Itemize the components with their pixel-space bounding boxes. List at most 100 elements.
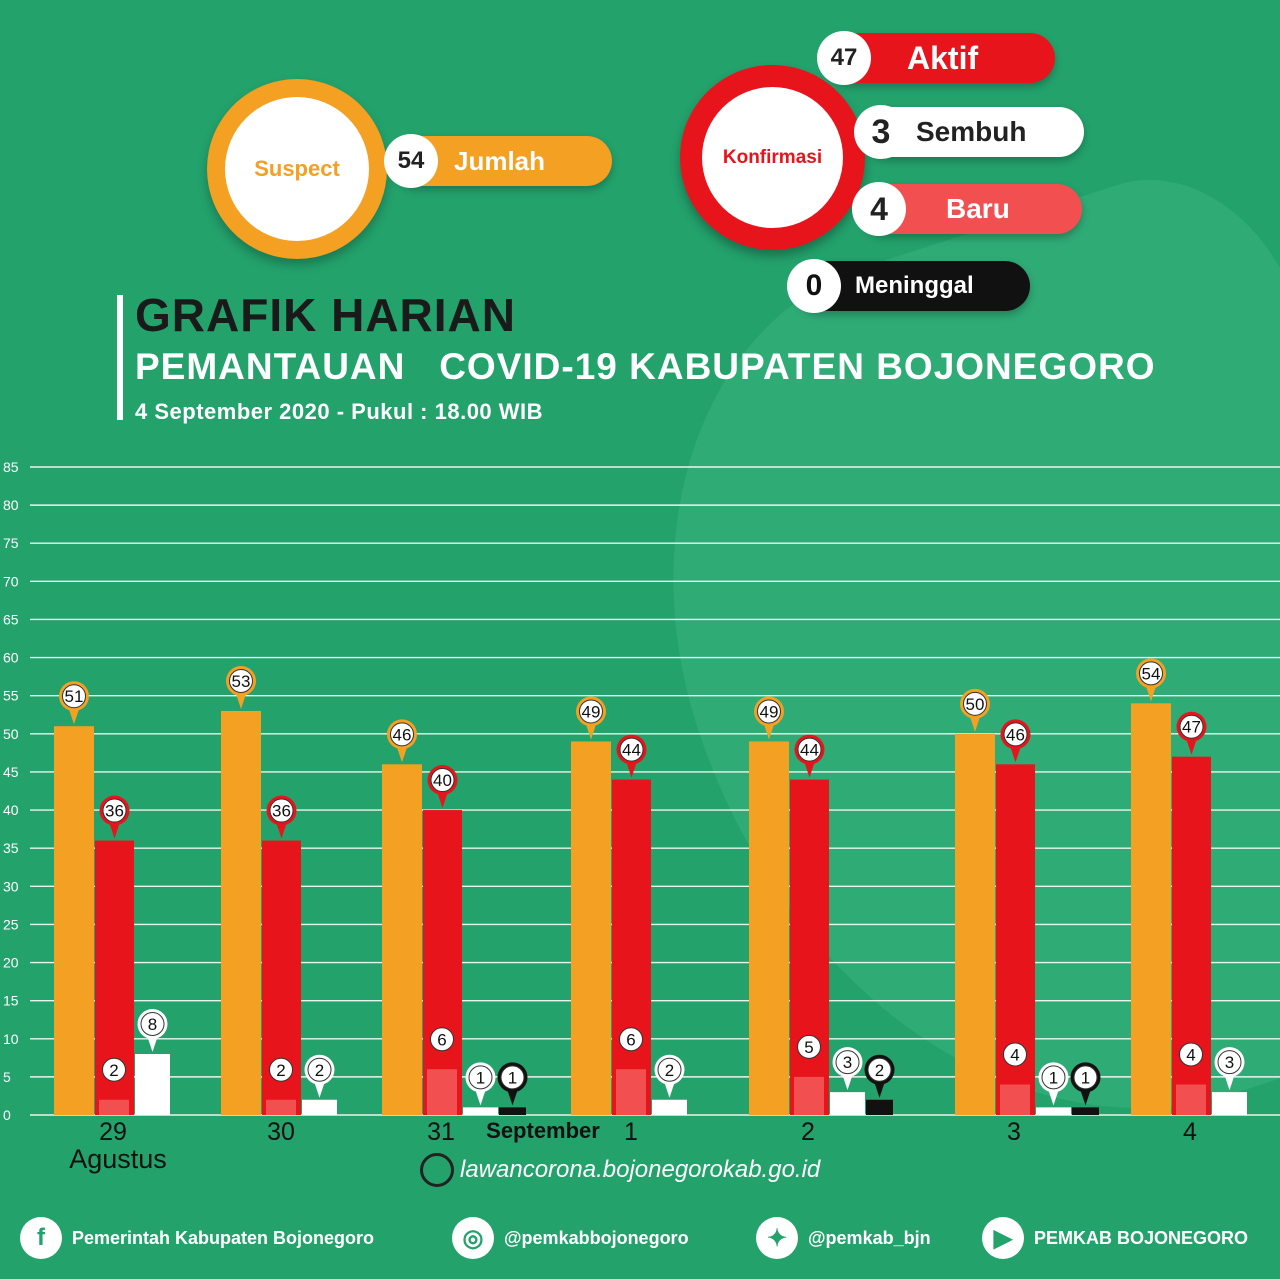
sembuh-bar: [1036, 1107, 1071, 1115]
meninggal-data-label: 1: [497, 1062, 528, 1106]
baru-data-label: 6: [616, 1024, 646, 1068]
suspect-count-label: Jumlah: [454, 145, 546, 176]
baru-bar: [266, 1099, 296, 1115]
aktif-label: Aktif: [907, 39, 979, 76]
svg-text:1: 1: [1049, 1068, 1058, 1087]
aktif-data-label: 46: [1000, 719, 1031, 763]
svg-text:4: 4: [1186, 1046, 1195, 1065]
svg-text:2: 2: [315, 1061, 324, 1080]
suspect-badge: Suspect: [207, 79, 387, 259]
suspect-data-label: 51: [59, 681, 89, 725]
suspect-bar: [382, 764, 422, 1115]
baru-pill: 4 Baru: [852, 182, 1082, 236]
facebook-icon: f: [20, 1217, 62, 1259]
footer: f Pemerintah Kabupaten Bojonegoro ◎ @pem…: [0, 1203, 1280, 1279]
sembuh-data-label: 2: [654, 1054, 685, 1098]
title-accent-bar: [117, 295, 123, 420]
instagram-text: @pemkabbojonegoro: [504, 1227, 689, 1248]
svg-text:3: 3: [1225, 1053, 1234, 1072]
website-text: lawancorona.bojonegorokab.go.id: [460, 1156, 821, 1183]
sembuh-data-label: 3: [1214, 1047, 1245, 1091]
baru-data-label: 5: [794, 1031, 824, 1075]
svg-text:1: 1: [1081, 1068, 1090, 1087]
y-tick-label: 20: [3, 955, 19, 971]
facebook-text: Pemerintah Kabupaten Bojonegoro: [72, 1227, 375, 1248]
svg-text:2: 2: [276, 1061, 285, 1080]
x-tick-label: 30: [267, 1118, 295, 1146]
daily-chart: 0510152025303540455055606570758085515346…: [3, 459, 1280, 1174]
sembuh-bar: [135, 1054, 170, 1115]
suspect-bar: [749, 741, 789, 1115]
youtube-icon: ▶: [982, 1217, 1024, 1259]
svg-text:3: 3: [843, 1053, 852, 1072]
svg-text:2: 2: [665, 1061, 674, 1080]
baru-bar: [427, 1069, 457, 1115]
svg-text:5: 5: [804, 1038, 813, 1057]
x-tick-label: 2: [801, 1118, 815, 1146]
meninggal-data-label: 2: [864, 1054, 895, 1098]
svg-text:4: 4: [1010, 1046, 1019, 1065]
svg-text:2: 2: [875, 1061, 884, 1080]
baru-value: 4: [852, 182, 906, 236]
twitter-link[interactable]: ✦ @pemkab_bjn: [756, 1217, 931, 1259]
suspect-data-label: 53: [226, 665, 256, 709]
y-tick-label: 35: [3, 840, 19, 856]
sembuh-data-label: 1: [1038, 1062, 1069, 1106]
website-link[interactable]: lawancorona.bojonegorokab.go.id: [420, 1153, 820, 1187]
instagram-link[interactable]: ◎ @pemkabbojonegoro: [452, 1217, 689, 1259]
konfirmasi-badge: Konfirmasi: [680, 65, 865, 250]
sembuh-data-label: 1: [465, 1062, 496, 1106]
svg-text:50: 50: [966, 695, 985, 714]
sembuh-bar: [302, 1099, 337, 1115]
svg-text:6: 6: [437, 1030, 446, 1049]
y-tick-label: 10: [3, 1031, 19, 1047]
youtube-text: PEMKAB BOJONEGORO: [1034, 1227, 1249, 1248]
sembuh-bar: [1212, 1092, 1247, 1115]
y-tick-label: 55: [3, 688, 19, 704]
y-tick-label: 60: [3, 650, 19, 666]
aktif-data-label: 44: [794, 734, 825, 778]
svg-text:51: 51: [65, 687, 84, 706]
sembuh-label: Sembuh: [916, 116, 1027, 147]
suspect-bar: [571, 741, 611, 1115]
suspect-bar: [1131, 703, 1171, 1115]
baru-bar: [99, 1099, 129, 1115]
page-subtitle: PEMANTAUAN COVID-19 KABUPATEN BOJONEGORO: [135, 346, 1156, 387]
y-tick-label: 75: [3, 535, 19, 551]
x-tick-label: 29: [99, 1118, 127, 1146]
aktif-value: 47: [817, 31, 871, 85]
sembuh-data-label: 8: [137, 1009, 168, 1053]
sembuh-data-label: 2: [304, 1054, 335, 1098]
konfirmasi-label: Konfirmasi: [722, 146, 823, 168]
sembuh-value: 3: [854, 105, 908, 159]
baru-data-label: 6: [427, 1024, 457, 1068]
y-tick-label: 85: [3, 459, 19, 475]
svg-text:1: 1: [476, 1068, 485, 1087]
suspect-count-pill: 54 Jumlah: [384, 134, 612, 188]
svg-text:36: 36: [272, 802, 291, 821]
aktif-data-label: 36: [99, 795, 130, 839]
facebook-link[interactable]: f Pemerintah Kabupaten Bojonegoro: [20, 1217, 374, 1259]
meninggal-bar: [499, 1107, 526, 1115]
svg-text:44: 44: [800, 741, 819, 760]
sembuh-bar: [830, 1092, 865, 1115]
svg-text:8: 8: [148, 1015, 157, 1034]
baru-bar: [616, 1069, 646, 1115]
youtube-link[interactable]: ▶ PEMKAB BOJONEGORO: [982, 1217, 1248, 1259]
sembuh-pill: 3 Sembuh: [854, 105, 1084, 159]
svg-text:54: 54: [1142, 664, 1161, 683]
suspect-data-label: 54: [1136, 658, 1166, 702]
x-tick-label: 3: [1007, 1118, 1021, 1146]
baru-data-label: 2: [266, 1054, 296, 1098]
dateline: 4 September 2020 - Pukul : 18.00 WIB: [135, 399, 544, 424]
meninggal-data-label: 1: [1070, 1062, 1101, 1106]
svg-text:49: 49: [582, 702, 601, 721]
suspect-data-label: 50: [960, 688, 990, 732]
suspect-data-label: 46: [387, 719, 417, 763]
meninggal-bar: [1072, 1107, 1099, 1115]
suspect-label: Suspect: [254, 156, 340, 181]
baru-bar: [1000, 1084, 1030, 1115]
baru-data-label: 2: [99, 1054, 129, 1098]
month-label-agustus: Agustus: [69, 1144, 167, 1174]
y-tick-label: 5: [3, 1069, 11, 1085]
